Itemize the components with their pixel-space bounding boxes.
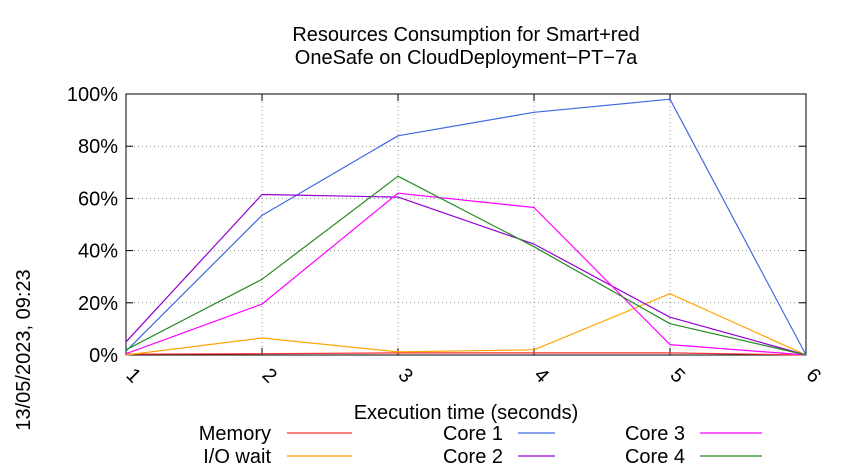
x-tick-label: 5: [666, 364, 689, 387]
legend-label-i-o-wait: I/O wait: [203, 446, 271, 468]
plot-area-border: [125, 93, 807, 356]
x-tick-label: 1: [122, 364, 145, 387]
legend-label-core-2: Core 2: [443, 446, 503, 468]
grid: [126, 94, 806, 355]
y-tick-label: 100%: [67, 84, 118, 106]
timestamp-label: 13/05/2023, 09:23: [13, 269, 35, 430]
chart-title-line-1: Resources Consumption for Smart+red: [292, 24, 639, 46]
x-tick-label: 6: [802, 364, 825, 387]
y-tick-label: 40%: [78, 241, 118, 263]
series-line-core-2: [125, 193, 807, 356]
y-tick-label: 20%: [78, 293, 118, 315]
series-line-memory: [125, 352, 807, 356]
series-line-core-3: [125, 192, 807, 356]
x-tick-label: 3: [394, 364, 417, 387]
legend-label-core-3: Core 3: [625, 423, 685, 445]
chart-title-line-2: OneSafe on CloudDeployment−PT−7a: [295, 47, 638, 69]
legend-label-core-4: Core 4: [625, 446, 685, 468]
series-line-core-4: [125, 175, 807, 356]
legend-label-core-1: Core 1: [443, 423, 503, 445]
series-line-core-1: [125, 98, 807, 356]
x-axis-label: Execution time (seconds): [354, 402, 579, 424]
y-axis-ticks: 0% 20% 40% 60% 80% 100%: [67, 84, 806, 367]
series-lines: [125, 98, 807, 356]
series-line-i-o-wait: [125, 293, 807, 356]
x-tick-label: 4: [530, 364, 553, 387]
x-tick-label: 2: [258, 364, 281, 387]
y-tick-label: 80%: [78, 136, 118, 158]
x-axis-ticks: 1 2 3 4 5 6: [122, 94, 825, 387]
y-tick-label: 0%: [89, 345, 118, 367]
y-tick-label: 60%: [78, 188, 118, 210]
legend-label-memory: Memory: [199, 423, 271, 445]
